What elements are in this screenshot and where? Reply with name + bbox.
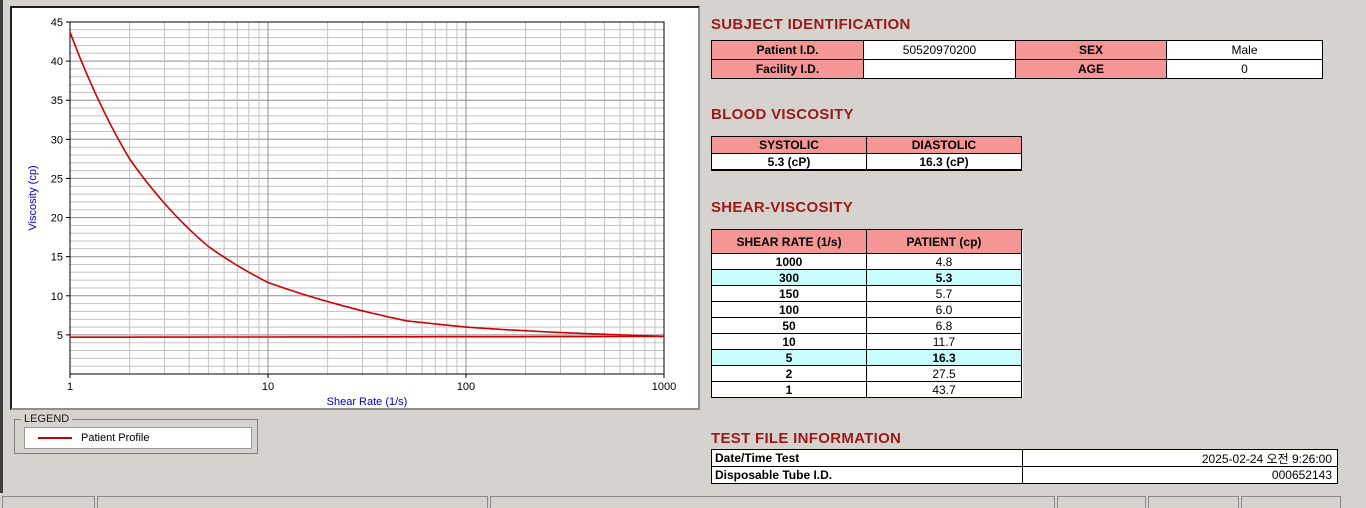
disposable-tube-id-value: 000652143 [1023,467,1338,484]
shear-row-50: 50 6.8 [712,318,1023,334]
shear-rate-value: 2 [712,366,867,382]
age-label: AGE [1016,60,1167,79]
date-time-test-label: Date/Time Test [712,450,1023,467]
systolic-header: SYSTOLIC [712,137,867,154]
bottom-window-fragment-5[interactable] [1148,496,1239,508]
patient-viscosity-value: 5.7 [867,286,1022,302]
shear-row-10: 10 11.7 [712,334,1023,350]
patient-viscosity-value: 27.5 [867,366,1022,382]
svg-text:Shear Rate (1/s): Shear Rate (1/s) [327,396,408,408]
svg-text:20: 20 [51,213,63,225]
test-file-information-title: TEST FILE INFORMATION [711,430,902,447]
shear-row-300-highlighted: 300 5.3 [712,270,1023,286]
legend-entry-label: Patient Profile [81,432,150,444]
bottom-window-fragment-1[interactable] [2,496,95,508]
svg-text:10: 10 [51,291,63,303]
bottom-window-fragment-3[interactable] [490,496,1055,508]
patient-profile-line-swatch [38,437,72,439]
shear-rate-value: 1000 [712,254,867,270]
svg-text:1: 1 [67,381,73,393]
viscosity-chart-panel: 5 10 15 20 25 30 35 40 45 1 10 100 1000 Shear Rate (1… [10,6,700,410]
subject-identification-title: SUBJECT IDENTIFICATION [711,16,911,33]
patient-id-value: 50520970200 [864,41,1016,60]
shear-rate-value: 150 [712,286,867,302]
systolic-value: 5.3 (cP) [712,154,867,171]
svg-text:45: 45 [51,17,63,29]
subject-identification-table: Patient I.D. 50520970200 SEX Male Facili… [711,40,1323,79]
facility-id-label: Facility I.D. [712,60,864,79]
bottom-window-fragment-6[interactable] [1241,496,1341,508]
blood-viscosity-table: SYSTOLIC DIASTOLIC 5.3 (cP) 16.3 (cP) [711,136,1022,171]
diastolic-value: 16.3 (cP) [867,154,1022,171]
test-file-information-table: Date/Time Test 2025-02-24 오전 9:26:00 Dis… [711,449,1338,484]
shear-rate-value: 10 [712,334,867,350]
svg-text:100: 100 [457,381,475,393]
shear-row-1000: 1000 4.8 [712,254,1023,270]
bottom-window-fragment-4[interactable] [1057,496,1146,508]
date-time-test-value: 2025-02-24 오전 9:26:00 [1023,450,1338,467]
svg-text:15: 15 [51,252,63,264]
shear-table-header: SHEAR RATE (1/s) PATIENT (cp) [712,230,1023,254]
blood-viscosity-title: BLOOD VISCOSITY [711,106,854,123]
disposable-tube-id-label: Disposable Tube I.D. [712,467,1023,484]
shear-rate-value: 300 [712,270,867,286]
age-value: 0 [1167,60,1323,79]
shear-row-100: 100 6.0 [712,302,1023,318]
patient-viscosity-value: 6.0 [867,302,1022,318]
shear-rate-value: 1 [712,382,867,398]
window-left-border [0,0,3,493]
legend-content: Patient Profile [24,427,252,449]
shear-row-1: 1 43.7 [712,382,1023,398]
patient-cp-header: PATIENT (cp) [867,230,1022,254]
shear-row-150: 150 5.7 [712,286,1023,302]
diastolic-header: DIASTOLIC [867,137,1022,154]
patient-viscosity-value: 5.3 [867,270,1022,286]
shear-row-5-highlighted: 5 16.3 [712,350,1023,366]
svg-text:40: 40 [51,56,63,68]
patient-viscosity-value: 4.8 [867,254,1022,270]
patient-viscosity-value: 16.3 [867,350,1022,366]
svg-text:25: 25 [51,173,63,185]
shear-rate-value: 50 [712,318,867,334]
sex-label: SEX [1016,41,1167,60]
shear-rate-value: 5 [712,350,867,366]
patient-viscosity-value: 6.8 [867,318,1022,334]
shear-rate-value: 100 [712,302,867,318]
svg-text:30: 30 [51,134,63,146]
svg-text:35: 35 [51,95,63,107]
facility-id-value [864,60,1016,79]
patient-id-label: Patient I.D. [712,41,864,60]
sex-value: Male [1167,41,1323,60]
svg-text:Viscosity (cp): Viscosity (cp) [27,165,39,230]
shear-viscosity-table: SHEAR RATE (1/s) PATIENT (cp) 1000 4.8 3… [711,229,1023,398]
bottom-window-fragment-2[interactable] [97,496,488,508]
viscosity-chart: 5 10 15 20 25 30 35 40 45 1 10 100 1000 Shear Rate (1… [12,8,698,408]
shear-rate-header: SHEAR RATE (1/s) [712,230,867,254]
patient-viscosity-value: 11.7 [867,334,1022,350]
svg-text:5: 5 [57,330,63,342]
legend-caption: LEGEND [21,413,73,425]
patient-viscosity-value: 43.7 [867,382,1022,398]
svg-text:10: 10 [262,381,274,393]
shear-viscosity-title: SHEAR-VISCOSITY [711,199,854,216]
chart-legend: LEGEND Patient Profile [14,413,258,454]
shear-row-2: 2 27.5 [712,366,1023,382]
svg-text:1000: 1000 [652,381,676,393]
